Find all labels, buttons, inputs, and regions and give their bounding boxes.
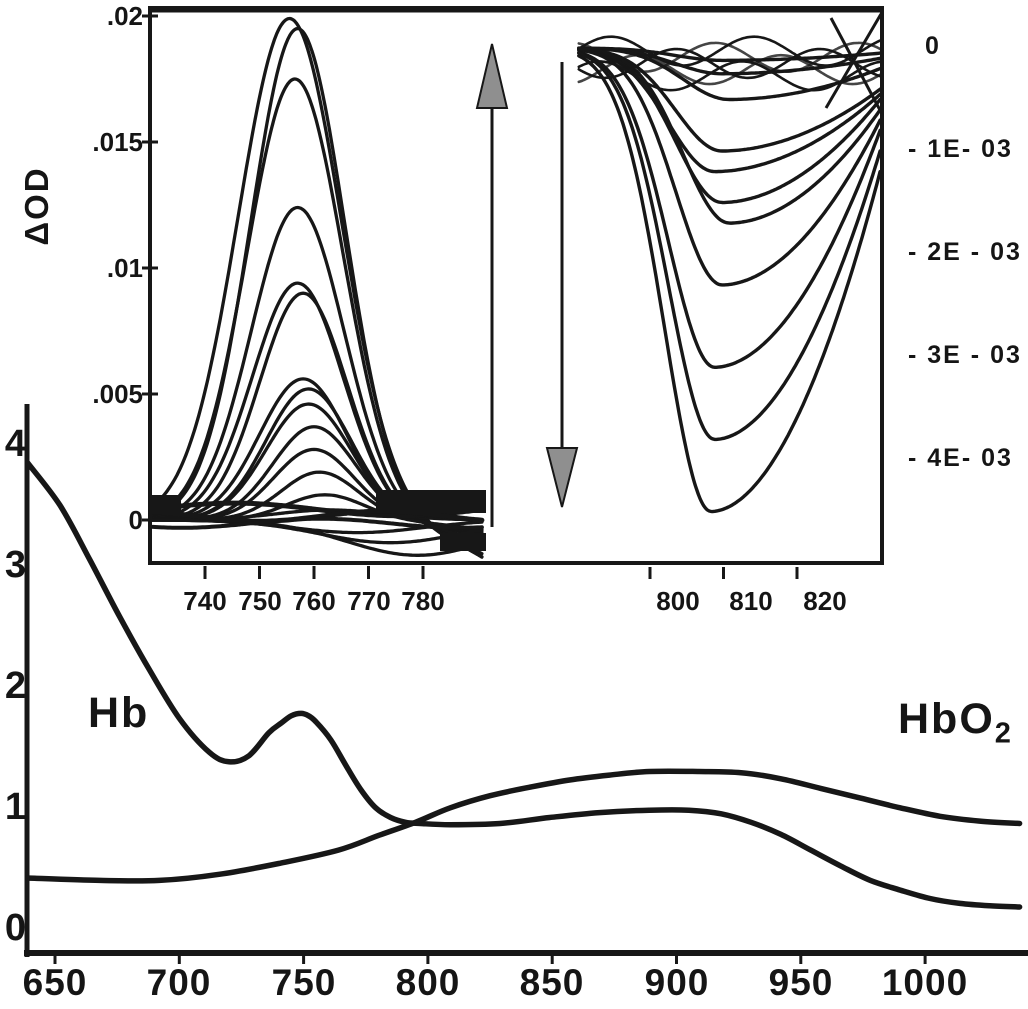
inset-left-curve-0 [148, 16, 484, 559]
inset-left-dense-mass [376, 490, 486, 513]
inset-ytick-label: .015 [92, 127, 143, 157]
inset-right-curve-3 [577, 47, 882, 153]
inset-right-curve-8 [577, 50, 882, 370]
inset-right-value-label: - 4E- 03 [908, 444, 1013, 472]
inset-right-xtick-label: 800 [656, 586, 700, 616]
inset-right-curve-10 [577, 54, 882, 514]
hbo2-curve-label: HbO2 [898, 695, 1013, 750]
inset-left-xtick-label: 750 [238, 586, 282, 616]
main-xtick-label: 650 [22, 962, 88, 1003]
inset-left-xtick-label: 780 [401, 586, 445, 616]
inset-left-xtick-label: 740 [183, 586, 227, 616]
main-ytick-label: 4 [4, 423, 26, 465]
hbo2-curve [24, 768, 1023, 884]
up-arrow-head [475, 43, 509, 109]
inset-right-value-label: - 2E - 03 [908, 238, 1022, 266]
inset-right-xtick-label: 820 [803, 586, 847, 616]
inset-right-baseline-band-2 [577, 47, 882, 80]
inset-ytick-label: .01 [106, 253, 143, 283]
inset-left-baseline-band-2 [148, 516, 484, 530]
inset-right-baseline-band-3 [577, 53, 882, 86]
inset-left-xtick-label: 760 [292, 586, 336, 616]
main-xtick-label: 750 [271, 962, 337, 1003]
hb-curve [24, 460, 1023, 910]
inset-right-curve-9 [577, 51, 882, 442]
inset-ytick-label: .02 [106, 1, 143, 31]
hb-curve-label: Hb [88, 689, 150, 737]
main-xtick-label: 700 [146, 962, 212, 1003]
inset-y-axis-title: ΔOD [18, 166, 55, 246]
hbo2-subscript: 2 [994, 717, 1013, 750]
inset-right-xtick-label: 810 [729, 586, 773, 616]
main-xtick-label: 900 [644, 962, 710, 1003]
main-xtick-label: 950 [768, 962, 834, 1003]
inset-right-value-label: - 3E - 03 [908, 341, 1022, 369]
inset-ytick-label: 0 [128, 505, 143, 535]
inset-right-value-label: 0 [925, 32, 941, 60]
main-xtick-label: 1000 [881, 962, 969, 1003]
inset-right-value-label: - 1E- 03 [908, 135, 1013, 163]
main-ytick-label: 3 [4, 544, 26, 586]
inset-left-origin-mass [151, 495, 181, 513]
inset-right-baseline-band-1 [577, 41, 882, 73]
inset-right-baseline-band-4 [577, 60, 882, 92]
inset-left-tail-mass [440, 533, 486, 551]
inset-ytick-label: .005 [92, 379, 143, 409]
inset-left-curve-2 [148, 77, 484, 556]
inset-left-curve-1 [148, 26, 484, 559]
main-xtick-label: 800 [395, 962, 461, 1003]
inset-right-curve-7 [577, 48, 882, 287]
main-ytick-label: 0 [4, 907, 26, 949]
main-xtick-label: 850 [519, 962, 585, 1003]
inset-left-xtick-label: 770 [347, 586, 391, 616]
main-ytick-label: 2 [4, 665, 26, 707]
inset-right-curve-6 [577, 47, 882, 225]
inset-right-cross-line [829, 17, 883, 113]
main-ytick-label: 1 [4, 786, 26, 828]
inset-left-curve-16 [148, 518, 484, 557]
inset-right-curve-2 [577, 46, 882, 102]
down-arrow-head [545, 447, 579, 508]
inset-right-curve-0 [577, 46, 882, 63]
